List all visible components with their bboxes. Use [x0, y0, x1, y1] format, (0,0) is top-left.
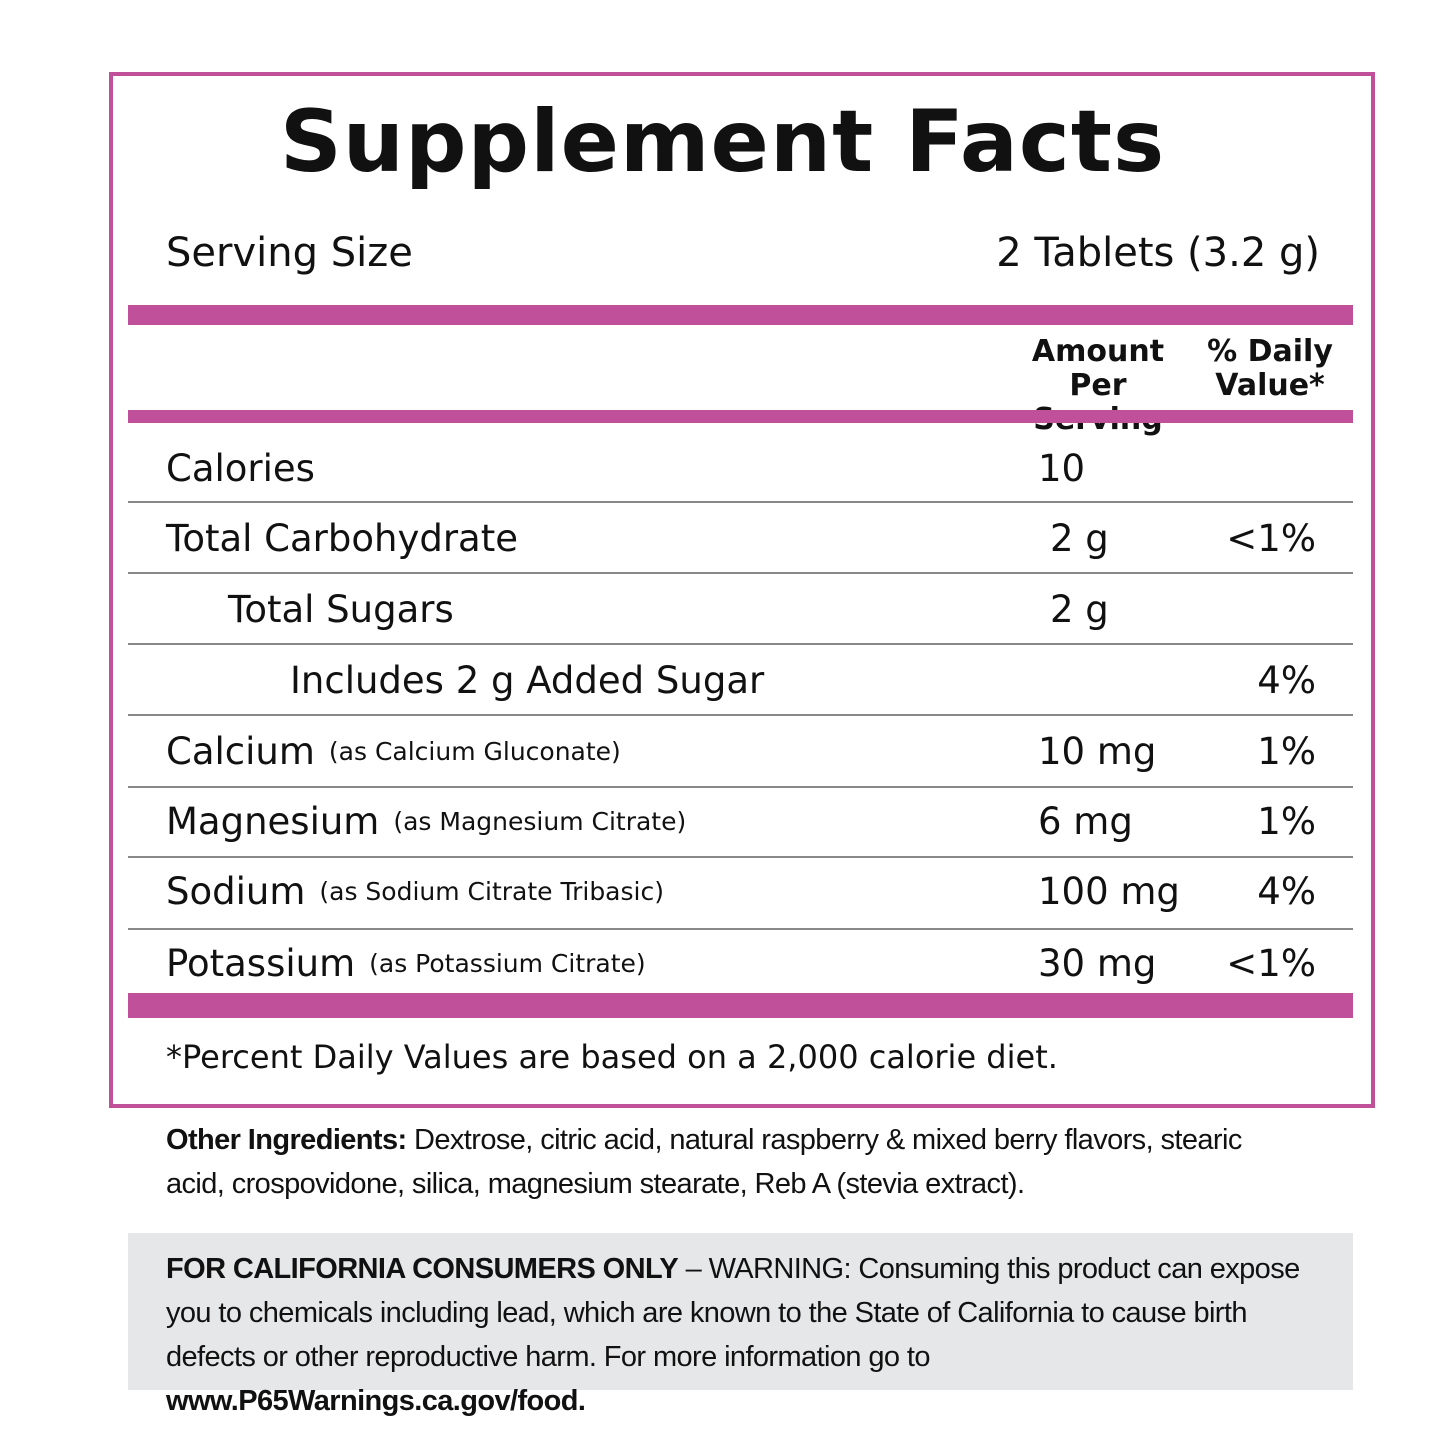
nutrient-row: Potassium (as Potassium Citrate) 30 mg <1%: [166, 928, 1316, 998]
nutrient-source: (as Potassium Citrate): [369, 948, 646, 978]
nutrient-name: Sodium: [166, 869, 306, 913]
row-divider: [128, 501, 1353, 503]
nutrient-row: Calories 10: [166, 433, 1316, 503]
serving-size-value: 2 Tablets (3.2 g): [996, 230, 1320, 276]
warning-link: www.P65Warnings.ca.gov/food.: [166, 1385, 586, 1417]
warning-text: – WARNING: Consuming this product can ex…: [166, 1253, 1300, 1373]
other-ingredients: Other Ingredients: Dextrose, citric acid…: [166, 1118, 1296, 1206]
daily-value: <1%: [1226, 941, 1316, 985]
daily-value: 4%: [1257, 869, 1316, 913]
daily-value: 1%: [1257, 729, 1316, 773]
row-divider: [128, 786, 1353, 788]
footnote: *Percent Daily Values are based on a 2,0…: [166, 1038, 1058, 1076]
dv-header-line: Value*: [1215, 368, 1325, 403]
amount: 6 mg: [1038, 799, 1133, 843]
ingredients-label: Other Ingredients:: [166, 1124, 407, 1156]
amount: 10: [1038, 446, 1086, 490]
divider-bar: [128, 993, 1353, 1018]
nutrient-row: Includes 2 g Added Sugar 4%: [166, 645, 1316, 715]
label-border: [109, 72, 1375, 1108]
nutrient-name: Potassium: [166, 941, 356, 985]
warning-box: [128, 1233, 1353, 1390]
row-divider: [128, 856, 1353, 858]
nutrient-row: Total Carbohydrate 2 g <1%: [166, 503, 1316, 573]
nutrient-source: (as Calcium Gluconate): [328, 736, 621, 766]
row-divider: [128, 643, 1353, 645]
amount: 30 mg: [1038, 941, 1157, 985]
daily-value: <1%: [1226, 516, 1316, 560]
nutrient-name: Total Sugars: [228, 587, 454, 631]
divider-bar: [128, 410, 1353, 423]
ingredients-text: Dextrose, citric acid, natural raspberry…: [166, 1124, 1242, 1200]
row-divider: [128, 714, 1353, 716]
daily-value: 1%: [1257, 799, 1316, 843]
title: Supplement Facts: [279, 92, 1166, 192]
nutrient-source: (as Magnesium Citrate): [393, 806, 687, 836]
amount: 10 mg: [1038, 729, 1157, 773]
divider-bar: [128, 305, 1353, 325]
nutrient-row: Calcium (as Calcium Gluconate) 10 mg 1%: [166, 716, 1316, 786]
nutrient-name: Magnesium: [166, 799, 380, 843]
amount: 100 mg: [1038, 869, 1180, 913]
amount: 2 g: [1050, 516, 1109, 560]
dv-header: % Daily Value*: [1200, 335, 1340, 403]
nutrient-name: Calories: [166, 446, 315, 490]
serving-size-label: Serving Size: [166, 230, 413, 276]
nutrient-row: Sodium (as Sodium Citrate Tribasic) 100 mg…: [166, 856, 1316, 926]
daily-value: 4%: [1257, 658, 1316, 702]
nutrient-row: Magnesium (as Magnesium Citrate) 6 mg 1%: [166, 786, 1316, 856]
dv-header-line: % Daily: [1207, 334, 1333, 369]
warning: FOR CALIFORNIA CONSUMERS ONLY – WARNING:…: [166, 1247, 1341, 1423]
nutrient-name: Calcium: [166, 729, 315, 773]
nutrient-name: Total Carbohydrate: [166, 516, 519, 560]
row-divider: [128, 928, 1353, 930]
nutrient-name: Includes 2 g Added Sugar: [290, 658, 765, 702]
row-divider: [128, 572, 1353, 574]
nutrient-source: (as Sodium Citrate Tribasic): [319, 876, 664, 906]
warning-label: FOR CALIFORNIA CONSUMERS ONLY: [166, 1253, 679, 1285]
amount-header-line: Amount: [1031, 334, 1165, 369]
nutrient-row: Total Sugars 2 g: [166, 574, 1316, 644]
amount: 2 g: [1050, 587, 1109, 631]
amount-header-line: Per Serving: [1033, 368, 1162, 437]
